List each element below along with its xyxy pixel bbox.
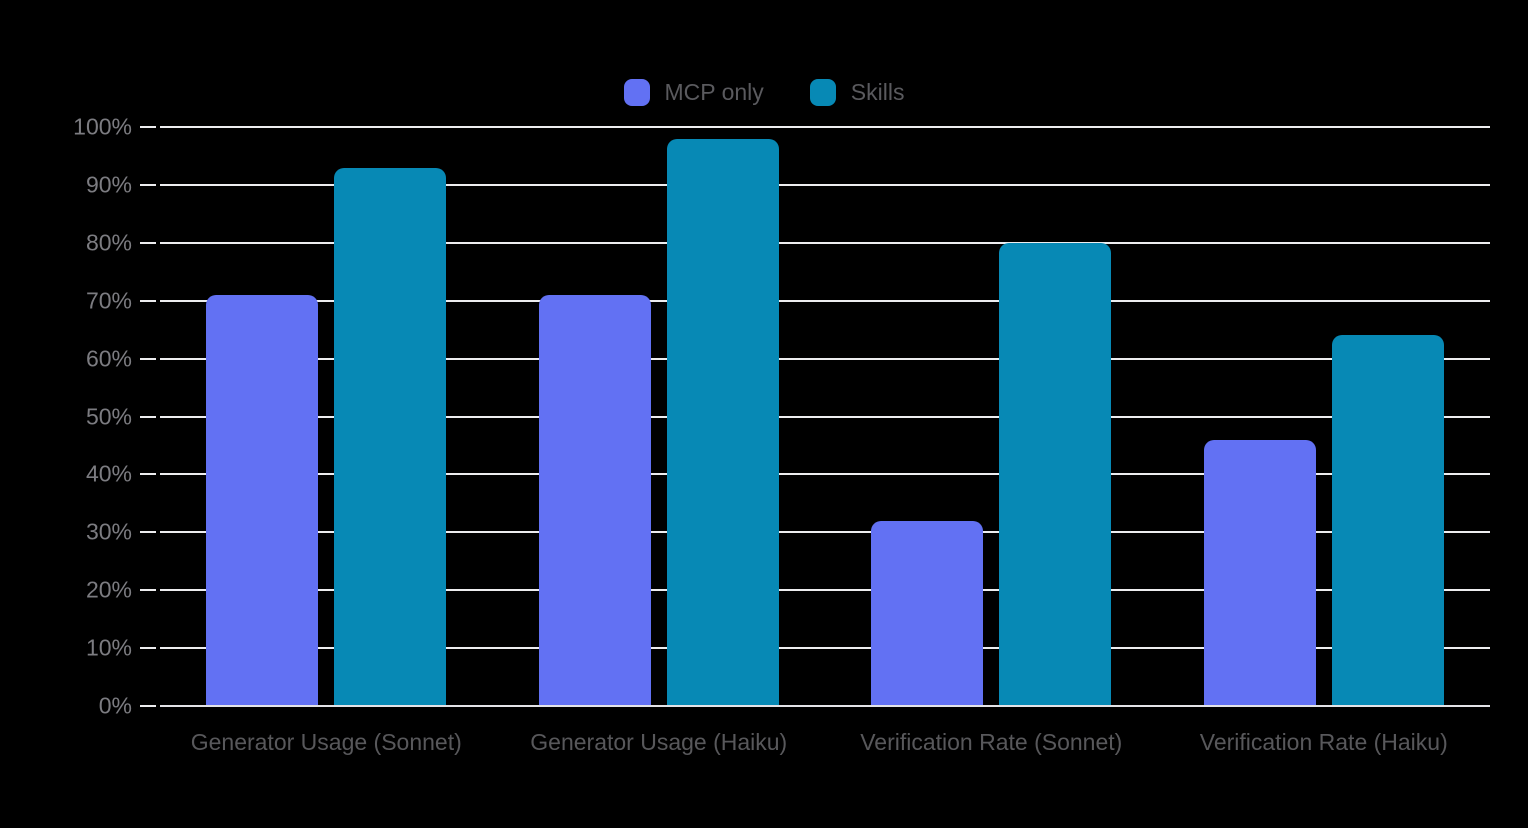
bar-mcp-only [871, 520, 984, 706]
bar-group-1 [493, 127, 826, 706]
plot-area: 0% 10% 20% 30% 40% 50% 60% 70% 80% 90% 100% [73, 115, 1490, 717]
y-axis-tick [140, 126, 156, 128]
y-axis-tick-label: 50% [85, 403, 132, 429]
legend-swatch-icon [623, 79, 650, 106]
y-axis-tick [140, 647, 156, 650]
legend-item-1: Skills [809, 79, 905, 106]
bar-mcp-only [538, 294, 651, 706]
y-axis-tick-label: 90% [85, 171, 132, 198]
bar-skills [999, 242, 1112, 706]
y-axis-tick [140, 415, 156, 418]
gridline [160, 473, 1490, 476]
y-axis-tick-label: 100% [73, 113, 132, 140]
y-axis-tick-label: 30% [85, 518, 132, 545]
y-axis-tick-label: 10% [85, 634, 132, 661]
category-label: Verification Rate (Haiku) [1199, 729, 1448, 755]
category-label: Verification Rate (Sonnet) [860, 729, 1123, 755]
category-label: Generator Usage (Sonnet) [190, 729, 462, 755]
bar-group-3 [1158, 127, 1491, 706]
y-axis-tick [140, 589, 156, 592]
legend-label: MCP only [664, 79, 764, 105]
gridline [160, 531, 1490, 534]
gridline [160, 415, 1490, 418]
category-label: Generator Usage (Haiku) [530, 729, 788, 755]
y-axis-tick [140, 299, 156, 302]
gridline [160, 357, 1490, 360]
y-axis-tick-label: 80% [85, 229, 132, 256]
y-axis-tick-label: 70% [85, 287, 132, 314]
legend-swatch-icon [809, 79, 836, 106]
gridline [160, 126, 1490, 128]
gridline [160, 705, 1490, 707]
bar-mcp-only [1203, 439, 1316, 706]
gridline [160, 589, 1490, 592]
bar-group-2 [825, 127, 1158, 706]
legend-label: Skills [850, 79, 905, 105]
y-axis-tick [140, 705, 156, 707]
legend-item-0: MCP only [623, 79, 764, 106]
bar-skills [666, 138, 779, 706]
gridline [160, 183, 1490, 186]
y-axis-tick-label: 20% [85, 576, 132, 603]
gridline [160, 299, 1490, 302]
y-axis-tick [140, 473, 156, 476]
y-axis-tick [140, 357, 156, 360]
gridline [160, 241, 1490, 244]
bar-skills [1331, 335, 1444, 706]
y-axis-tick-label: 0% [98, 692, 132, 719]
category-axis: Generator Usage (Sonnet) Generator Usage … [160, 729, 1490, 756]
legend: MCP only Skills [0, 79, 1528, 106]
y-axis-tick-label: 60% [85, 345, 132, 372]
bar-skills [334, 167, 447, 706]
y-axis-tick [140, 241, 156, 244]
bar-group-0 [160, 127, 493, 706]
y-axis-tick [140, 183, 156, 186]
y-axis-tick [140, 531, 156, 534]
bar-mcp-only [206, 294, 319, 706]
bar-groups [160, 127, 1490, 706]
y-axis-tick-label: 40% [85, 460, 132, 487]
gridline [160, 647, 1490, 650]
